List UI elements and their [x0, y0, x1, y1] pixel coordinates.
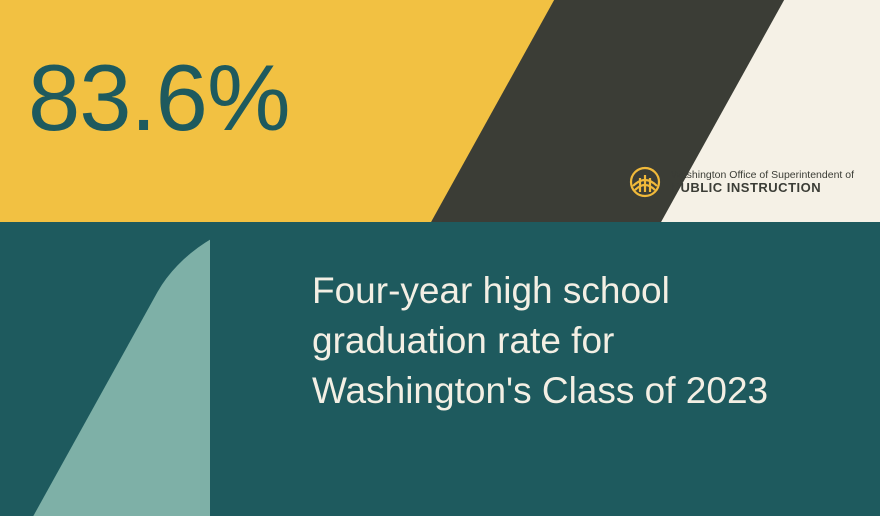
ospi-logo: Washington Office of Superintendent of P… [629, 166, 854, 198]
ospi-logo-text: Washington Office of Superintendent of P… [671, 169, 854, 196]
logo-line-2: PUBLIC INSTRUCTION [671, 181, 854, 196]
headline-stat: 83.6% [28, 44, 290, 152]
ospi-logo-icon [629, 166, 661, 198]
logo-line-1: Washington Office of Superintendent of [671, 169, 854, 181]
body-description: Four-year high school graduation rate fo… [312, 266, 832, 416]
